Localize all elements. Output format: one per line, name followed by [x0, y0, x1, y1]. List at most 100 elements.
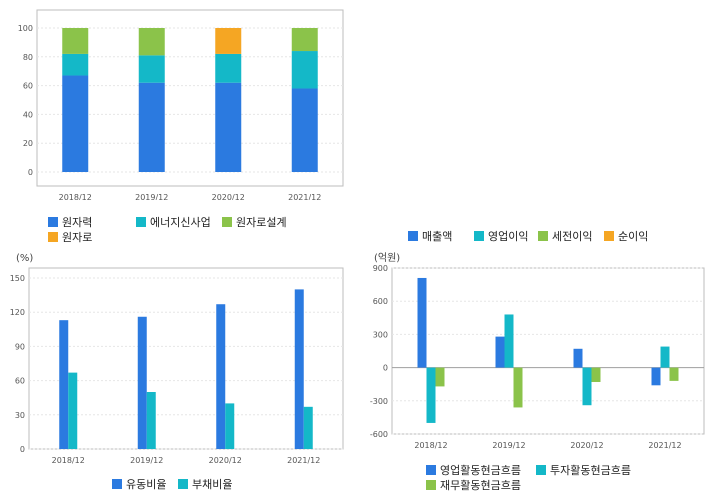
bar [573, 348, 583, 368]
legend-label: 재무활동현금흐름 [440, 479, 521, 492]
unit-label: (억원) [374, 252, 400, 264]
bar [291, 88, 318, 172]
x-tick-label: 2019/12 [135, 193, 168, 200]
bar [68, 372, 78, 449]
y-tick-label: 30 [15, 411, 25, 420]
legend-label: 유동비율 [126, 478, 167, 491]
bar [513, 367, 523, 408]
chart-business-mix: 0 20 40 60 80 100 2018/12 2019/12 2020/12 2021/12 [18, 9, 344, 202]
bar [495, 336, 505, 368]
legend-swatch [538, 231, 548, 241]
x-tick-label: 2018/12 [52, 456, 85, 465]
y-tick-label: 300 [373, 330, 388, 339]
x-tick-label: 2021/12 [648, 441, 681, 450]
bar [291, 28, 318, 52]
legend-ratios: 유동비율 부채비율 [0, 472, 360, 494]
legend-swatch [408, 231, 418, 241]
unit-label: (%) [16, 253, 33, 264]
legend-item-reactor: 원자로 [48, 229, 92, 245]
bar [291, 51, 318, 89]
chart-ratios: (%) 0 30 60 90 120 150 2018/12 2019/12 2020/12 202… [10, 253, 344, 465]
legend-swatch [48, 232, 58, 242]
legend-item-net-profit: 순이익 [604, 228, 648, 244]
legend-item-current-ratio: 유동비율 [112, 476, 166, 492]
x-tick-label: 2020/12 [209, 456, 242, 465]
y-tick-label: 600 [373, 297, 388, 306]
legend-label: 원자력 [62, 216, 93, 229]
y-tick-label: 60 [23, 82, 33, 91]
bar [225, 403, 235, 449]
bar [62, 75, 89, 172]
x-tick-label: 2018/12 [59, 193, 92, 200]
legend-swatch [426, 480, 436, 490]
legend-swatch [178, 479, 188, 489]
x-tick-label: 2020/12 [570, 441, 603, 450]
legend-item-new-energy: 에너지신사업 [136, 214, 211, 230]
legend-swatch [136, 217, 146, 227]
legend-label: 순이익 [618, 230, 649, 243]
bar [146, 392, 156, 449]
bar [591, 367, 601, 382]
legend-label: 영업활동현금흐름 [440, 464, 521, 477]
plot-frame [28, 267, 344, 450]
bar [138, 55, 165, 83]
legend-swatch [112, 479, 122, 489]
chart-income: (억원)01,0002,0003,0004,0005,0002018/12201… [13, 4, 346, 218]
bar [62, 28, 89, 54]
x-tick-label: 2021/12 [287, 456, 320, 465]
bar [417, 277, 427, 368]
y-tick-label: 0 [383, 364, 388, 373]
bar [215, 82, 242, 172]
bar [138, 28, 165, 56]
bar [651, 367, 661, 386]
bar [303, 406, 313, 449]
bar [504, 314, 514, 368]
y-tick-label: 20 [23, 139, 33, 148]
legend-label: 투자활동현금흐름 [550, 464, 631, 477]
y-tick-label: 900 [373, 264, 388, 273]
bar [660, 346, 670, 368]
plot-frame [391, 267, 705, 435]
legend-item-pretax-profit: 세전이익 [538, 228, 592, 244]
legend-item-revenue: 매출액 [408, 228, 452, 244]
legend-label: 원자로 [62, 231, 93, 244]
chart-panel-business-mix: 0 20 40 60 80 100 2018/12 2019/12 2020/12 2021/12… [0, 0, 360, 248]
bar [62, 53, 89, 76]
legend-label: 영업이익 [488, 230, 529, 243]
bar [138, 82, 165, 172]
y-tick-label: 80 [23, 53, 33, 62]
bar [426, 367, 436, 423]
x-tick-label: 2020/12 [212, 193, 245, 200]
x-tick-label: 2018/12 [414, 441, 447, 450]
legend-swatch [426, 465, 436, 475]
legend-item-reactor-design: 원자로설계 [222, 214, 287, 230]
y-tick-label: -600 [370, 430, 388, 439]
legend-item-nuclear: 원자력 [48, 214, 92, 230]
chart-panel-ratios: (%) 0 30 60 90 120 150 2018/12 2019/12 2020/12 202… [0, 248, 360, 496]
x-tick-label: 2021/12 [288, 193, 321, 200]
bar [59, 320, 69, 449]
legend-swatch [474, 231, 484, 241]
legend-label: 매출액 [422, 230, 453, 243]
bar [294, 289, 304, 449]
legend-item-operating-profit: 영업이익 [474, 228, 528, 244]
y-tick-label: 0 [20, 445, 25, 454]
bar [215, 28, 242, 54]
bar [582, 367, 592, 406]
bar [669, 367, 679, 381]
legend-label: 원자로설계 [236, 216, 287, 229]
legend-item-operating-cashflow: 영업활동현금흐름 [426, 462, 521, 478]
legend-income: 매출액 영업이익 세전이익 순이익 [360, 222, 720, 246]
legend-swatch [48, 217, 58, 227]
bar [215, 53, 242, 83]
chart-cashflow: (억원) -600 -300 0 300 600 900 2018/12 2019/12 2020… [370, 252, 705, 450]
legend-swatch [604, 231, 614, 241]
legend-label: 에너지신사업 [150, 216, 211, 229]
x-tick-label: 2019/12 [492, 441, 525, 450]
y-tick-label: 60 [15, 377, 25, 386]
legend-item-investing-cashflow: 투자활동현금흐름 [536, 462, 631, 478]
legend-swatch [222, 217, 232, 227]
y-tick-label: 40 [23, 110, 33, 119]
y-tick-label: -300 [370, 397, 388, 406]
chart-panel-cashflow: (억원) -600 -300 0 300 600 900 2018/12 2019/12 2020… [360, 248, 720, 496]
